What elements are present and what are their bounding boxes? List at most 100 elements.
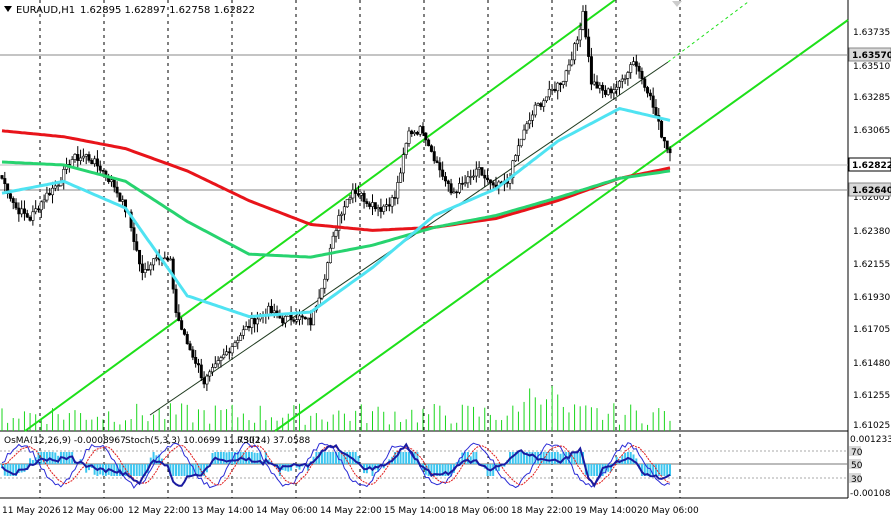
candle-body bbox=[356, 193, 360, 196]
candle-body bbox=[216, 360, 220, 365]
candle-body bbox=[205, 375, 209, 385]
candle-body bbox=[345, 199, 349, 208]
candle-body bbox=[42, 199, 46, 203]
candle-body bbox=[180, 320, 184, 330]
candle-body bbox=[14, 202, 18, 209]
candle-body bbox=[463, 182, 467, 185]
triangle-down-icon[interactable] bbox=[4, 6, 12, 12]
candle-body bbox=[354, 189, 358, 194]
candle-body bbox=[11, 198, 15, 203]
candle-body bbox=[115, 186, 119, 194]
candle-body bbox=[483, 174, 487, 179]
indicator-axis-label: 70 bbox=[851, 448, 863, 458]
candle-body bbox=[154, 257, 158, 260]
candle-body bbox=[648, 92, 652, 97]
price-tag-bottom-label: 1.62640 bbox=[852, 186, 891, 196]
symbol-label: EURAUD,H1 bbox=[16, 5, 75, 16]
candle-body bbox=[469, 176, 473, 178]
candle-body bbox=[553, 88, 557, 92]
candle-body bbox=[247, 326, 251, 328]
indicator-pane[interactable]: OsMA(12,26,9) -0.0008967 Stoch(5,3,3) 10… bbox=[0, 436, 848, 489]
candle-body bbox=[438, 162, 442, 171]
price-tag-top[interactable]: 1.63570 bbox=[848, 47, 891, 62]
candle-body bbox=[547, 88, 551, 98]
candle-body bbox=[121, 199, 125, 202]
candle-body bbox=[415, 132, 419, 135]
candle-body bbox=[617, 80, 621, 88]
candle-body bbox=[368, 203, 372, 207]
candle-body bbox=[166, 257, 170, 261]
price-label: 1.62380 bbox=[853, 227, 890, 237]
candle-body bbox=[457, 183, 461, 193]
candle-body bbox=[530, 114, 534, 121]
candle-body bbox=[396, 182, 400, 199]
candle-body bbox=[595, 81, 599, 89]
candle-body bbox=[84, 154, 88, 157]
candle-body bbox=[401, 154, 405, 174]
candle-body bbox=[603, 90, 607, 95]
moving-average-green[interactable] bbox=[1, 160, 671, 259]
candle-body bbox=[587, 36, 591, 57]
candle-body bbox=[486, 177, 490, 181]
channel-middle-projection bbox=[667, 1, 749, 63]
candle-body bbox=[668, 148, 672, 154]
candle-body bbox=[575, 39, 579, 45]
candle-body bbox=[163, 257, 167, 260]
price-label: 1.63735 bbox=[853, 28, 890, 38]
candle-body bbox=[511, 160, 515, 178]
candle-body bbox=[303, 316, 307, 319]
candle-body bbox=[620, 78, 624, 82]
candle-body bbox=[399, 172, 403, 183]
candle-body bbox=[331, 235, 335, 249]
moving-average-cyan[interactable] bbox=[1, 106, 671, 319]
candle-body bbox=[283, 316, 287, 324]
indicator-axis-label: 0.001233 bbox=[850, 435, 891, 445]
candle-body bbox=[149, 264, 153, 271]
candle-body bbox=[138, 249, 142, 265]
moving-average-red[interactable] bbox=[1, 129, 671, 232]
candle-body bbox=[472, 175, 476, 178]
candle-body bbox=[255, 318, 259, 325]
candle-body bbox=[219, 357, 223, 361]
candle-body bbox=[351, 189, 355, 199]
candle-body bbox=[365, 201, 369, 204]
candle-body bbox=[76, 154, 80, 161]
candle-body bbox=[519, 138, 523, 147]
candlesticks[interactable] bbox=[0, 4, 672, 391]
price-label: 1.63510 bbox=[853, 62, 890, 72]
candle-body bbox=[522, 129, 526, 140]
candle-body bbox=[253, 318, 257, 325]
price-label: 1.62605 bbox=[853, 193, 890, 203]
candle-body bbox=[112, 179, 116, 188]
candle-body bbox=[81, 155, 85, 159]
candle-body bbox=[191, 349, 195, 358]
candle-body bbox=[567, 64, 571, 72]
rsi-label: RSI(14) 37.0588 bbox=[237, 436, 310, 446]
candle-body bbox=[455, 191, 459, 194]
candle-body bbox=[452, 191, 456, 194]
candle-body bbox=[615, 86, 619, 90]
candle-body bbox=[387, 204, 391, 207]
candle-body bbox=[306, 317, 310, 320]
candle-body bbox=[269, 305, 273, 314]
chart-shift-icon[interactable] bbox=[672, 1, 682, 7]
candle-body bbox=[56, 185, 60, 187]
channel-lower-line[interactable] bbox=[274, 19, 849, 432]
candle-body bbox=[39, 201, 43, 211]
candle-body bbox=[281, 317, 285, 324]
time-label: 13 May 14:00 bbox=[192, 506, 254, 516]
candle-body bbox=[334, 230, 338, 237]
price-tag-current[interactable]: 1.62822 bbox=[848, 157, 891, 172]
price-tag-bottom[interactable]: 1.62640 bbox=[848, 182, 891, 197]
channel-upper-line[interactable] bbox=[24, 0, 616, 432]
candle-body bbox=[17, 207, 21, 215]
candle-body bbox=[135, 241, 139, 251]
candle-body bbox=[31, 211, 35, 221]
candle-body bbox=[427, 139, 431, 147]
candle-body bbox=[536, 103, 540, 106]
candle-body bbox=[598, 84, 602, 89]
price-label: 1.61255 bbox=[853, 391, 890, 401]
candle-body bbox=[410, 130, 414, 135]
